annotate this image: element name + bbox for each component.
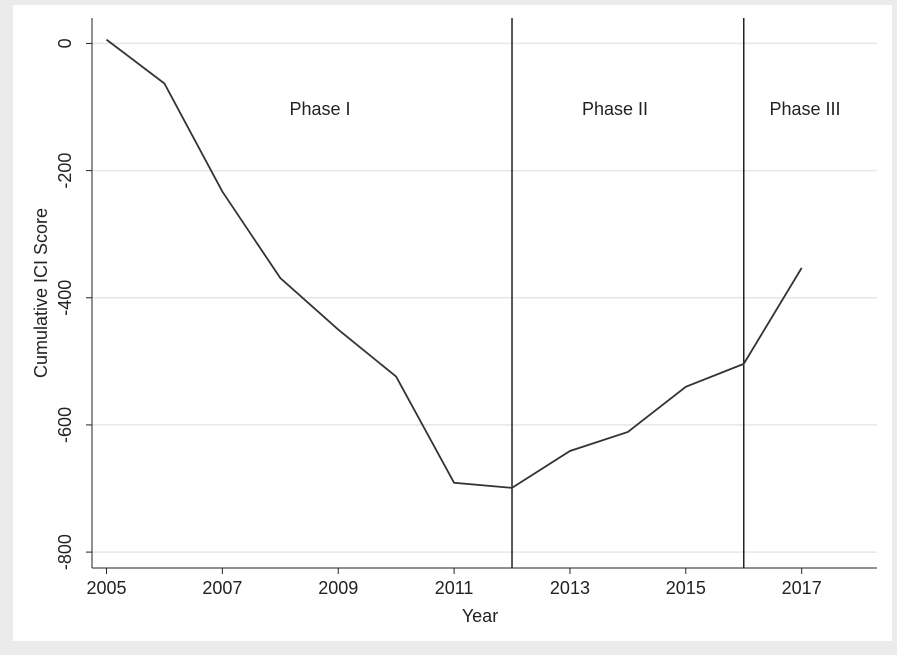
- x-tick-label: 2015: [666, 578, 706, 598]
- phase-label: Phase II: [582, 99, 648, 119]
- plot-frame: [13, 5, 892, 641]
- phase-label: Phase III: [769, 99, 840, 119]
- phase-label: Phase I: [289, 99, 350, 119]
- y-tick-label: -200: [55, 153, 75, 189]
- y-tick-label: -800: [55, 534, 75, 570]
- y-axis-title: Cumulative ICI Score: [31, 208, 51, 378]
- x-tick-label: 2011: [435, 578, 474, 598]
- x-tick-label: 2017: [782, 578, 822, 598]
- y-tick-label: 0: [55, 38, 75, 48]
- x-tick-label: 2005: [86, 578, 126, 598]
- x-tick-label: 2007: [202, 578, 242, 598]
- x-axis-title: Year: [462, 606, 498, 626]
- x-tick-label: 2013: [550, 578, 590, 598]
- y-tick-label: -400: [55, 280, 75, 316]
- x-tick-label: 2009: [318, 578, 358, 598]
- data-line: [105, 38, 803, 489]
- y-tick-label: -600: [55, 407, 75, 443]
